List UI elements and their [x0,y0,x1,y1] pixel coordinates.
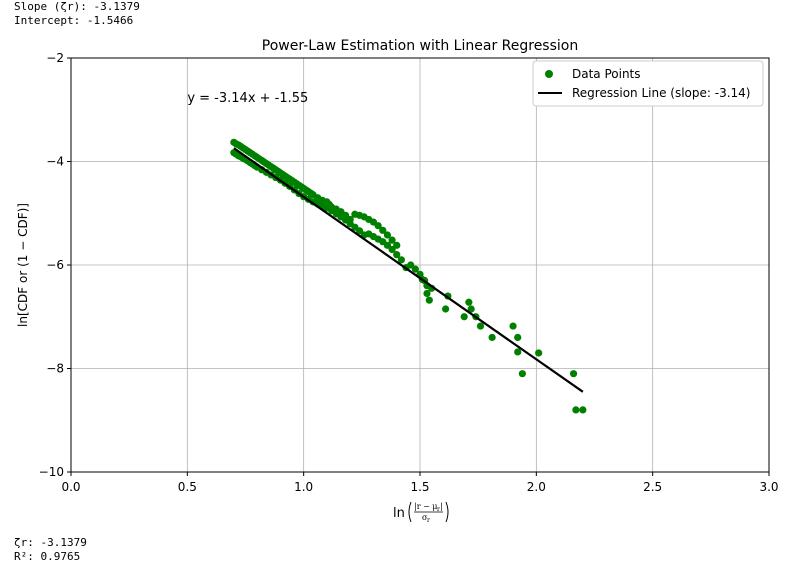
data-point [425,296,433,304]
y-tick-label: −2 [46,51,64,65]
regression-line-layer [233,147,584,393]
intercept-output: Intercept: -1.5466 [14,14,134,27]
svg-text:σ: σ [422,513,428,522]
data-point [569,370,578,378]
x-axis-ticks: 0.0 0.5 1.0 1.5 2.0 2.5 3.0 [61,472,779,494]
data-point [383,231,392,239]
slope-output: Slope (ζr): -3.1379 [14,0,140,13]
x-axis-label: ln |r − μ r | σ r [393,501,449,524]
svg-text:r: r [427,517,430,524]
data-point [441,305,450,313]
data-point [509,322,517,330]
data-point [488,333,496,342]
legend-label-regression-line: Regression Line (slope: -3.14) [572,86,750,100]
y-tick-label: −6 [46,258,64,272]
svg-text:|: | [440,502,443,511]
y-tick-label: −8 [46,362,64,376]
data-point [579,406,587,414]
data-point [476,322,485,330]
data-point [341,211,350,219]
data-point [393,241,401,249]
regression-equation-annotation: y = -3.14x + -1.55 [187,91,308,106]
y-axis-label: ln[CDF or (1 − CDF)] [16,203,30,327]
legend-box [532,60,764,107]
data-point [388,245,396,254]
x-tick-label: 2.5 [643,480,662,494]
x-tick-label: 0.0 [61,480,80,494]
x-tick-label: 0.5 [178,480,197,494]
legend-marker-data-points [545,70,553,78]
svg-text:r: r [437,506,440,513]
data-point [379,226,387,234]
data-point [467,305,475,313]
data-point [518,370,526,378]
data-point [514,333,522,342]
data-point [407,261,415,269]
y-tick-label: −4 [46,155,64,169]
data-point [411,265,419,273]
regression-line [233,147,584,393]
console-output-top: Slope (ζr): -3.1379 Intercept: -1.5466 [14,0,140,28]
data-point [374,222,382,230]
data-point [465,298,473,306]
x-tick-label: 2.0 [527,480,546,494]
power-law-chart: Power-Law Estimation with Linear Regress… [16,38,779,524]
zeta-output: ζr: -3.1379 [14,536,87,549]
svg-text:ln: ln [393,506,405,521]
data-point [397,256,405,264]
data-point [388,236,396,244]
x-tick-label: 3.0 [759,480,778,494]
x-tick-label: 1.5 [410,480,429,494]
svg-text:|r − μ: |r − μ [414,502,438,511]
legend: Data Points Regression Line (slope: -3.1… [532,60,764,107]
data-points [230,138,587,414]
data-point [514,348,522,356]
data-point [393,251,401,259]
data-point [572,406,580,414]
data-point [383,241,392,249]
y-axis-ticks: −10 −8 −6 −4 −2 [39,51,71,479]
legend-label-data-points: Data Points [572,67,641,81]
chart-title: Power-Law Estimation with Linear Regress… [262,38,578,54]
data-point [535,349,543,357]
data-point [355,227,364,235]
y-tick-label: −10 [39,465,64,479]
grid [70,57,770,473]
data-point [460,313,468,321]
data-point [346,215,354,224]
x-tick-label: 1.0 [294,480,313,494]
console-output-bottom: ζr: -3.1379 R²: 0.9765 [14,536,87,564]
data-point [423,289,431,298]
r-squared-output: R²: 0.9765 [14,550,81,563]
